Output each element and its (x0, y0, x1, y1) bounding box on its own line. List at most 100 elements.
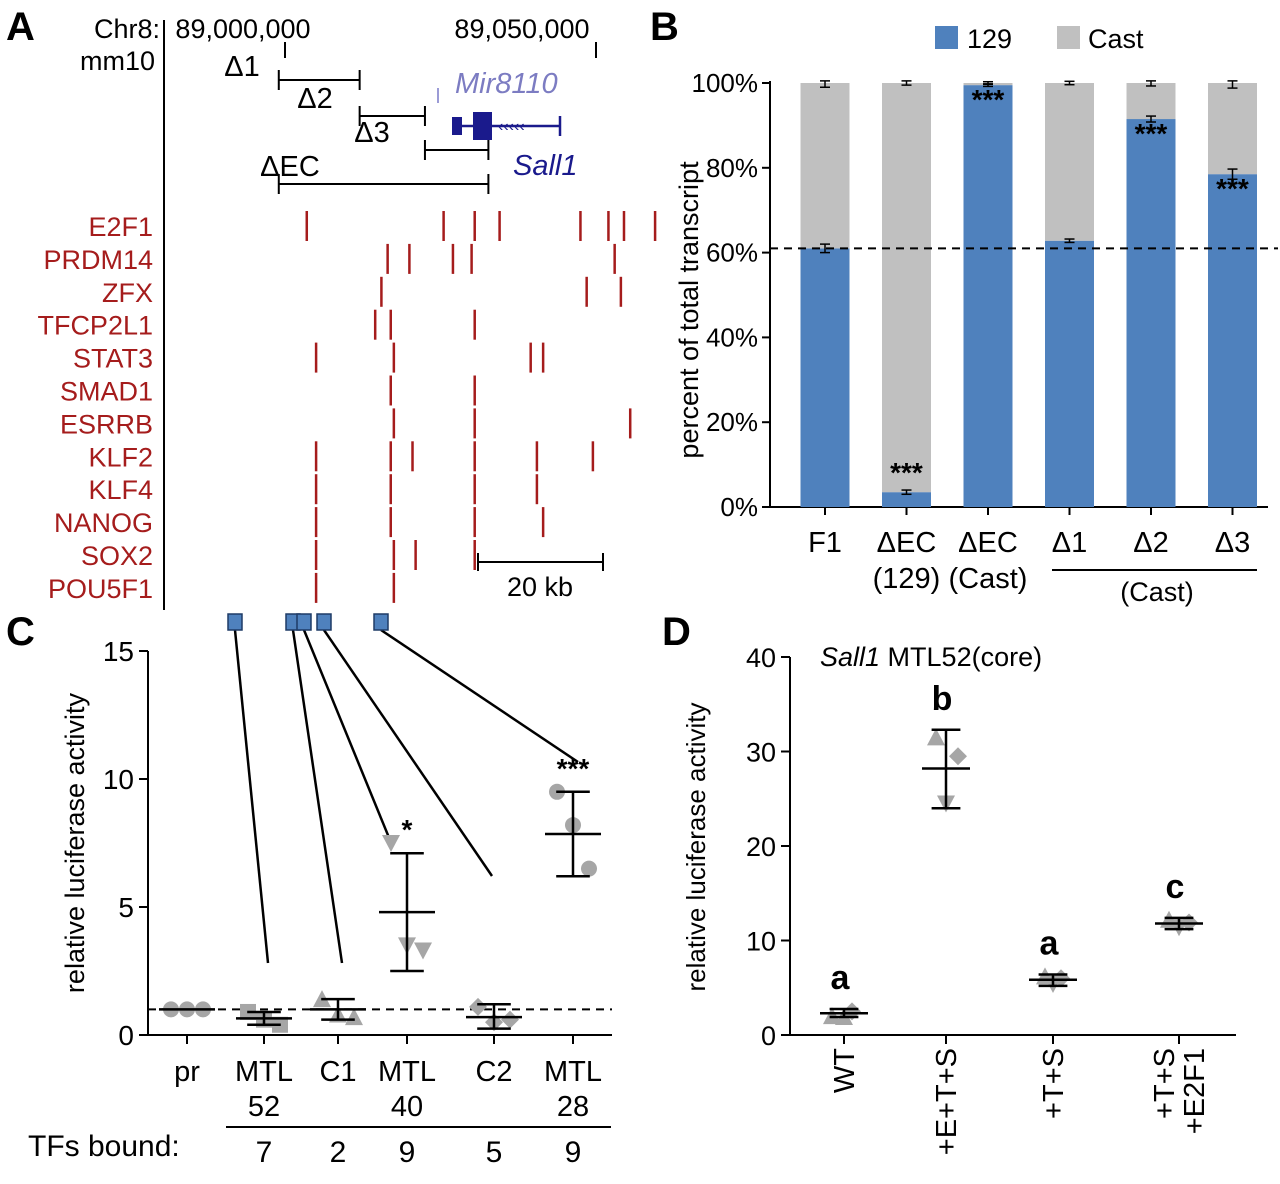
letter-d-2: b (932, 680, 953, 718)
x-label-c-1-1: pr (174, 1056, 200, 1088)
x-label-b-3-2: (Cast) (949, 563, 1028, 595)
connector-line-4 (322, 629, 494, 877)
significance-b-3: *** (972, 84, 1005, 115)
track-label-pou5f1: POU5F1 (48, 574, 153, 604)
gene-annotation: Mir8110 ‹‹‹‹‹ Sall1 (437, 68, 578, 182)
y-tick-label-c-3: 15 (103, 636, 134, 667)
significance-c-6: *** (557, 753, 590, 784)
tfs-count-5: 9 (565, 1136, 582, 1169)
coord-left: 89,000,000 (175, 14, 310, 44)
region-square-5 (373, 613, 389, 631)
bar-cast-5 (1126, 83, 1176, 120)
significance-b-5: *** (1135, 118, 1168, 149)
tfs-count-3: 9 (399, 1136, 416, 1169)
x-label-c-4-2: 40 (391, 1091, 423, 1123)
track-label-stat3: STAT3 (73, 344, 153, 374)
panel-c-luciferase-scatter: C relative luciferase activity 0 5 10 15 pr M… (6, 610, 612, 1169)
x-label-b-1-1: F1 (808, 527, 842, 559)
x-label-d-4-2: +E2F1 (1179, 1048, 1211, 1134)
bar-cast-4 (1045, 83, 1094, 241)
bar-cast-6 (1208, 83, 1257, 175)
x-label-c-5-1: C2 (475, 1056, 512, 1088)
panel-d-title: Sall1 MTL52(core) (820, 642, 1042, 672)
panel-label-b: B (650, 5, 679, 49)
bar-cast-1 (800, 83, 850, 249)
y-tick-label-b-5: 100% (692, 68, 759, 98)
point-d-2-1 (927, 728, 945, 746)
deletion-4-label: ΔEC (260, 151, 320, 183)
deletion-3-label: Δ3 (354, 117, 390, 149)
bar-129-5 (1126, 119, 1176, 507)
tfs-bound-label: TFs bound: (28, 1130, 180, 1163)
region-square-3 (296, 613, 312, 631)
tfs-bound-counts: 7 2 9 5 9 (256, 1136, 582, 1169)
panel-b-stacked-bar-chart: B 129 Cast percent of total transcript 0… (650, 5, 1278, 607)
group-label-cast: (Cast) (1120, 577, 1194, 607)
bar-129-3 (963, 85, 1013, 508)
tf-binding-tracks: E2F1PRDM14ZFXTFCP2L1STAT3SMAD1ESRRBKLF2K… (37, 211, 657, 604)
bar-129-6 (1208, 174, 1257, 507)
bar-129-4 (1045, 240, 1094, 507)
tfs-count-4: 5 (486, 1136, 503, 1169)
x-label-b-6-1: Δ3 (1215, 527, 1251, 559)
track-label-prdm14: PRDM14 (43, 245, 153, 275)
bar-129-1 (800, 248, 850, 508)
region-square-1 (227, 613, 243, 631)
track-label-smad1: SMAD1 (60, 377, 153, 407)
x-label-b-4-1: Δ1 (1052, 527, 1088, 559)
deletion-intervals: Δ1 Δ2 Δ3 ΔEC (224, 51, 490, 194)
panel-a-genome-browser: A Chr8: mm10 89,000,000 89,050,000 Δ1Δ2Δ… (6, 5, 657, 610)
y-tick-label-b-2: 40% (706, 322, 758, 352)
y-axis-title-d: relative luciferase activity (681, 703, 711, 992)
panel-d-title-construct: MTL52(core) (880, 642, 1042, 672)
x-label-c-6-2: 28 (557, 1091, 589, 1123)
y-tick-label-b-1: 20% (706, 407, 758, 437)
track-label-esrrb: ESRRB (60, 409, 153, 439)
sall1-strand-arrows: ‹‹‹‹‹ (498, 118, 525, 135)
panel-label-a: A (6, 5, 35, 49)
connector-line-2 (291, 629, 344, 964)
bar-cast-2 (882, 83, 931, 493)
y-tick-label-c-1: 5 (118, 892, 134, 923)
y-tick-label-c-2: 10 (103, 764, 134, 795)
x-label-c-6-1: MTL (544, 1056, 602, 1088)
deletion-2-label: Δ2 (297, 83, 333, 115)
tfs-count-2: 2 (330, 1136, 347, 1169)
sall1-label: Sall1 (513, 150, 578, 182)
point-d-1-1 (823, 1007, 841, 1025)
x-label-d-2-1: +E+T+S (931, 1048, 963, 1155)
sall1-exon-1 (452, 117, 462, 135)
x-label-b-3-1: ΔEC (958, 527, 1018, 559)
y-tick-label-d-2: 20 (746, 832, 776, 862)
panel-label-d: D (662, 610, 691, 654)
assembly-label: mm10 (80, 46, 155, 76)
y-tick-label-d-0: 0 (761, 1021, 776, 1051)
chrom-label: Chr8: (94, 14, 160, 44)
point-d-2-2 (949, 747, 967, 766)
deletion-1-label: Δ1 (224, 51, 260, 83)
x-label-c-2-1: MTL (235, 1056, 293, 1088)
connector-line-5 (380, 628, 579, 764)
x-label-b-5-1: Δ2 (1133, 527, 1169, 559)
letter-d-4: c (1166, 868, 1185, 906)
x-label-d-4-1: +T+S (1149, 1048, 1181, 1119)
legend-label-129: 129 (967, 24, 1012, 54)
y-axis-title-c: relative luciferase activity (60, 692, 90, 993)
x-label-d-3-1: +T+S (1038, 1048, 1070, 1119)
point-c-4-3 (414, 942, 432, 960)
x-label-b-2-1: ΔEC (877, 527, 937, 559)
point-c-4-1 (382, 835, 400, 852)
track-label-tfcp2l1: TFCP2L1 (37, 311, 153, 341)
y-tick-label-b-0: 0% (720, 492, 758, 522)
y-tick-label-b-4: 80% (706, 153, 758, 183)
region-connector-lines (227, 613, 579, 964)
x-label-c-2-2: 52 (248, 1091, 280, 1123)
panel-d-luciferase-scatter: D Sall1 MTL52(core) relative luciferase … (662, 610, 1236, 1155)
coord-right: 89,050,000 (454, 14, 589, 44)
point-c-6-3 (581, 860, 597, 877)
x-label-d-1-1: WT (829, 1048, 861, 1093)
bar-129-2 (882, 492, 931, 507)
track-label-klf2: KLF2 (88, 442, 153, 472)
